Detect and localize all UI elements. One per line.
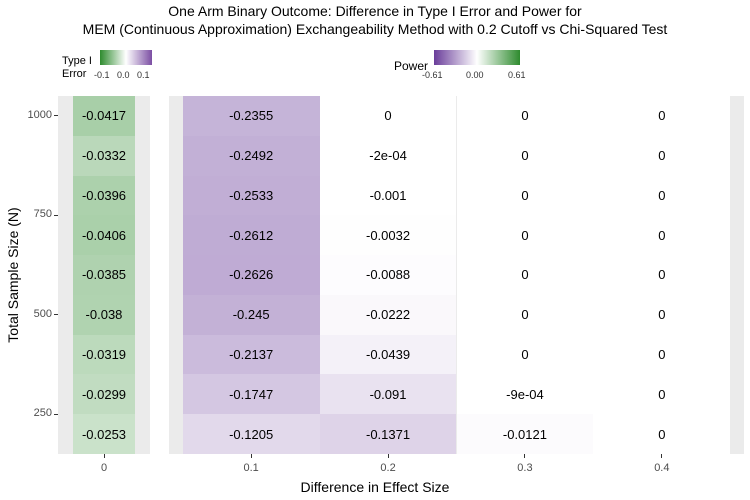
x-tick-mark [524,454,526,458]
heatmap-cell: -0.0222 [319,294,457,335]
heatmap-cell: -2e-04 [319,135,457,176]
x-tick-label: 0 [100,462,108,474]
legend-type1-tick-max: 0.1 [137,70,150,80]
y-tick-label: 500 [33,307,52,320]
x-tick-label: 0.1 [243,462,259,474]
x-tick-mark [250,454,252,458]
heatmap-cell: 0 [456,135,594,176]
heatmap-cell: -0.0032 [319,215,457,256]
heatmap-cell: -0.1371 [319,414,457,454]
legend-power-tick-min: -0.61 [422,70,443,80]
heatmap-cell: -0.0121 [456,414,594,454]
y-tick-mark [54,314,58,316]
heatmap-cell: -0.0406 [72,215,136,256]
chart-subtitle: MEM (Continuous Approximation) Exchangea… [82,21,668,37]
heatmap-cell: -0.245 [182,294,320,335]
y-tick-label: 1000 [27,108,52,121]
heatmap-cell: 0 [593,135,731,176]
heatmap-cell: 0 [593,294,731,335]
heatmap-cell: -0.0385 [72,255,136,295]
heatmap-cell: 0 [593,334,731,375]
heatmap-cell: 0 [456,96,594,136]
y-tick-label: 250 [33,407,52,420]
x-tick-mark [103,454,105,458]
x-tick-label: 0.4 [654,462,670,474]
heatmap-cell: -0.0417 [72,96,136,136]
heatmap-cell: 0 [593,374,731,415]
x-axis-title: Difference in Effect Size [300,479,450,495]
legend-type1-tick-mid: 0.0 [117,70,130,80]
heatmap-cell: 0 [456,175,594,216]
legend-type1-colorbar [100,50,152,65]
heatmap-cell: -0.0439 [319,334,457,375]
x-tick-label: 0.2 [380,462,396,474]
legend-type1-title-line1: Type I [62,55,92,67]
legend-power-colorbar [434,50,520,65]
legend-type1-tick-min: -0.1 [94,70,110,80]
legend-power-title: Power [394,59,429,73]
x-tick-label: 0.3 [517,462,533,474]
y-tick-mark [54,214,58,216]
heatmap-cell: 0 [456,294,594,335]
legend-power-tick-mid: 0.00 [466,70,484,80]
x-tick-mark [387,454,389,458]
heatmap-cell: -0.1205 [182,414,320,454]
heatmap-cell: -0.1747 [182,374,320,415]
x-tick-mark [661,454,663,458]
heatmap-cell: -0.0088 [319,255,457,295]
heatmap-cell: -0.2533 [182,175,320,216]
heatmap-cell: 0 [593,96,731,136]
heatmap-cell: -0.2137 [182,334,320,375]
heatmap-cell: 0 [456,334,594,375]
heatmap-cell: -0.2492 [182,135,320,176]
heatmap-cell: 0 [456,215,594,256]
y-axis-title: Total Sample Size (N) [5,207,21,343]
y-tick-label: 750 [33,208,52,221]
heatmap-cell: -0.0396 [72,175,136,216]
chart-title: One Arm Binary Outcome: Difference in Ty… [168,3,582,19]
heatmap-cell: -0.0299 [72,374,136,415]
y-tick-mark [54,413,58,415]
heatmap-cell: 0 [593,215,731,256]
heatmap-cell: 0 [456,255,594,295]
heatmap-cell: 0 [593,414,731,454]
heatmap-cell: -0.0332 [72,135,136,176]
heatmap-cell: 0 [593,255,731,295]
legend-type1-title-line2: Error [62,68,87,80]
heatmap-cell: -9e-04 [456,374,594,415]
legend-power-tick-max: 0.61 [508,70,526,80]
heatmap-cell: -0.001 [319,175,457,216]
heatmap-cell: -0.091 [319,374,457,415]
heatmap-cell: -0.2612 [182,215,320,256]
y-tick-mark [54,115,58,117]
heatmap-cell: -0.0253 [72,414,136,454]
heatmap-cell: -0.2626 [182,255,320,295]
heatmap-cell: -0.038 [72,294,136,335]
heatmap-cell: -0.2355 [182,96,320,136]
heatmap-cell: 0 [319,96,457,136]
heatmap-cell: 0 [593,175,731,216]
heatmap-cell: -0.0319 [72,334,136,375]
